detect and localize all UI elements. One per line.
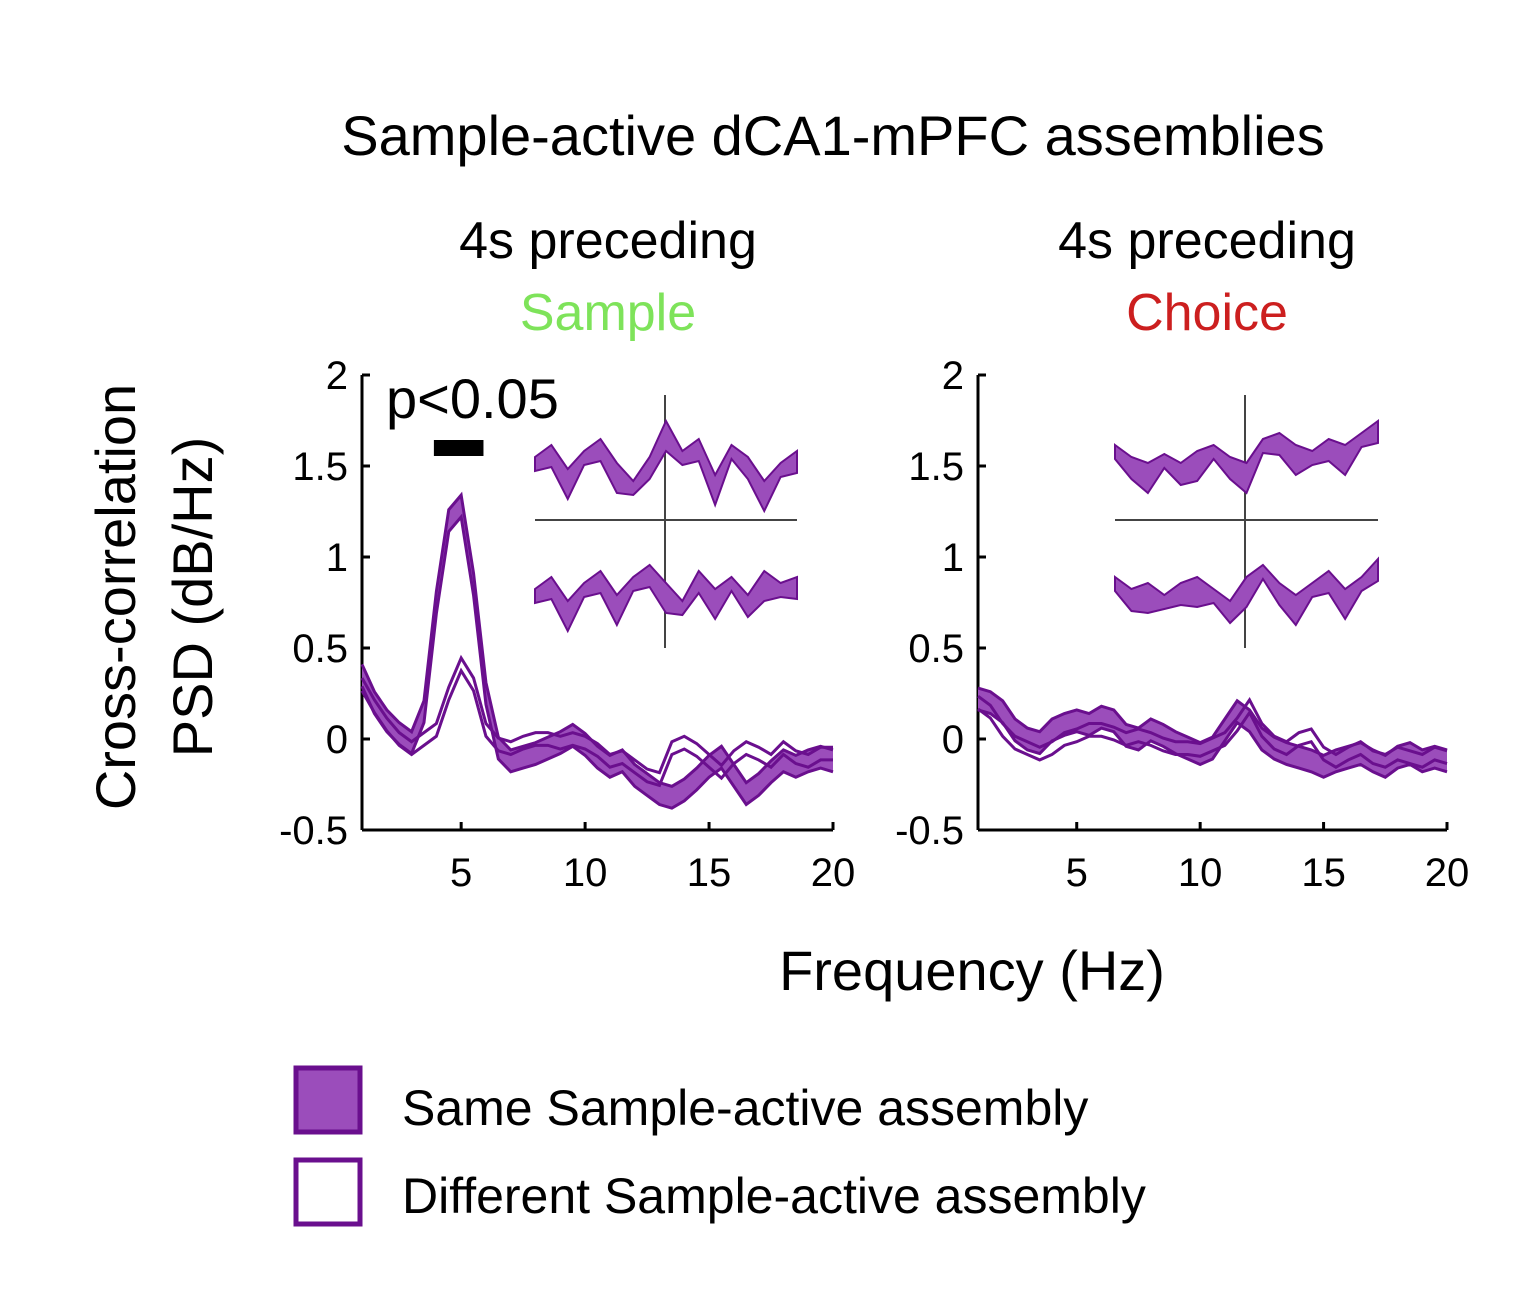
significance-annotation: p<0.05: [386, 367, 559, 430]
left-xtick-label: 20: [811, 851, 856, 895]
left-ytick-label: 2: [326, 354, 348, 398]
left-xtick-label: 5: [450, 851, 472, 895]
right-series-different-upper: [977, 695, 1448, 757]
right-subtitle-line1: 4s preceding: [1058, 212, 1356, 270]
right-xtick-label: 20: [1425, 851, 1470, 895]
legend-swatch-outline: [293, 1157, 363, 1227]
ylabel-line1: Cross-correlation: [84, 384, 147, 810]
right-series-different-lower: [977, 707, 1448, 769]
left-series-same-upper: [360, 491, 834, 788]
right-ytick-label: -0.5: [895, 809, 964, 853]
right-xtick-label: 15: [1301, 851, 1346, 895]
left-panel: -0.5 0 0.5 1 1.5 2 5 10 15 20 p<0.05: [279, 354, 855, 895]
left-ytick-label: -0.5: [279, 809, 348, 853]
right-ytick-label: 1.5: [908, 445, 964, 489]
left-series-different-upper: [360, 654, 833, 775]
left-ytick-label: 0.5: [292, 627, 348, 671]
xlabel: Frequency (Hz): [779, 939, 1165, 1002]
figure-title: Sample-active dCA1-mPFC assemblies: [341, 104, 1324, 167]
right-panel: -0.5 0 0.5 1 1.5 2 5 10 15 20: [895, 354, 1469, 895]
legend-label-same: Same Sample-active assembly: [402, 1080, 1088, 1136]
legend-swatch-filled: [293, 1065, 363, 1135]
legend-label-different: Different Sample-active assembly: [402, 1168, 1146, 1224]
right-xtick-label: 10: [1178, 851, 1223, 895]
right-ytick-label: 1: [942, 536, 964, 580]
left-subtitle-line1: 4s preceding: [459, 212, 757, 270]
left-xtick-label: 15: [687, 851, 732, 895]
left-subtitle-line2: Sample: [520, 284, 696, 342]
right-ytick-label: 2: [942, 354, 964, 398]
right-ytick-label: 0.5: [908, 627, 964, 671]
left-ytick-label: 0: [326, 718, 348, 762]
left-series-different-lower: [360, 667, 833, 788]
left-series-same-lower: [360, 513, 834, 810]
significance-bar: [433, 440, 484, 456]
left-ytick-label: 1.5: [292, 445, 348, 489]
right-inset-bottom-trace: [1114, 556, 1379, 627]
right-subtitle-line2: Choice: [1126, 284, 1288, 342]
left-ytick-label: 1: [326, 536, 348, 580]
left-xtick-label: 10: [563, 851, 608, 895]
left-inset-top-trace: [534, 418, 798, 514]
right-ytick-label: 0: [942, 718, 964, 762]
right-inset-top-trace: [1114, 419, 1379, 495]
left-inset-bottom-trace: [534, 563, 798, 634]
ylabel-line2: PSD (dB/Hz): [161, 437, 224, 758]
right-xtick-label: 5: [1066, 851, 1088, 895]
